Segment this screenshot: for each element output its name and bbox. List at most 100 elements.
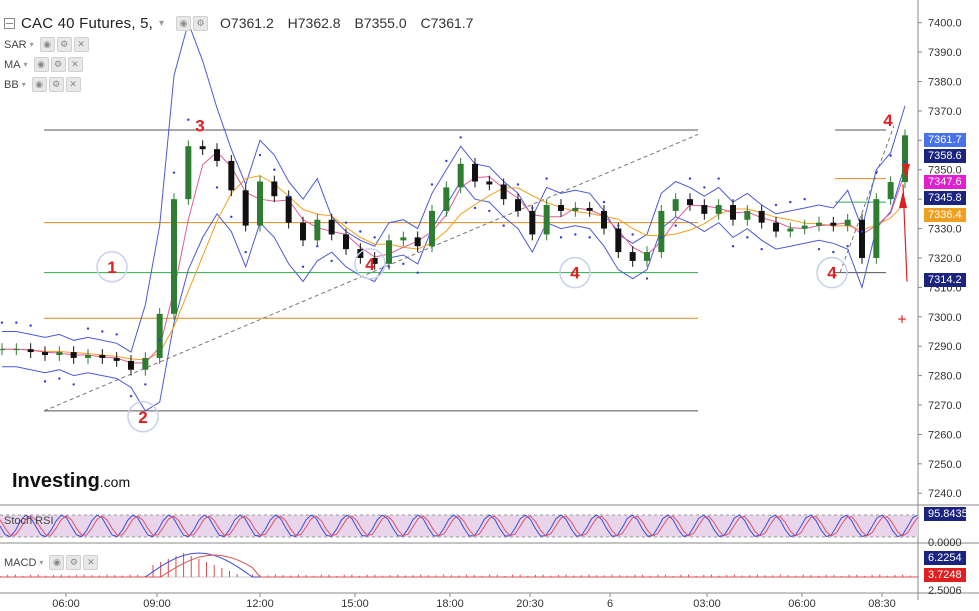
investing-logo: Investing.com [12, 470, 131, 492]
candle-body [816, 222, 822, 226]
close-icon[interactable]: ✕ [83, 555, 99, 570]
sar-dot [559, 236, 563, 239]
eye-icon[interactable]: ◉ [176, 15, 192, 31]
candle-body [529, 210, 536, 235]
chevron-down-icon[interactable]: ▾ [23, 60, 28, 69]
candle-body [199, 146, 206, 150]
chevron-down-icon[interactable]: ▾ [159, 17, 165, 29]
close-icon[interactable]: ✕ [73, 37, 89, 52]
candle-body [658, 210, 665, 253]
y-tick-label: 7400.0 [928, 18, 962, 30]
candle-body [400, 237, 407, 241]
sar-dot [187, 118, 190, 121]
eye-icon[interactable]: ◉ [49, 555, 65, 570]
sar-dot [387, 265, 391, 268]
sar-dot [860, 230, 864, 233]
sar-dot [273, 168, 276, 171]
candle-body [844, 219, 851, 226]
sar-dot [903, 160, 907, 164]
candle-body [830, 222, 837, 226]
x-tick-label: 08:30 [868, 598, 896, 610]
indicator-row-bb[interactable]: BB ▾ ◉ ⚙ ✕ [4, 77, 81, 92]
eye-icon[interactable]: ◉ [33, 57, 49, 72]
candle-body [257, 181, 263, 226]
candle-body [271, 181, 278, 197]
stoch-d-line [0, 515, 919, 537]
sar-dot [445, 159, 448, 163]
ma-slow-line [2, 175, 906, 361]
gear-icon[interactable]: ⚙ [66, 555, 82, 570]
candle-body [543, 205, 550, 235]
sar-dot [645, 277, 649, 280]
indicator-label: BB [4, 78, 19, 91]
candle-body [185, 146, 192, 200]
x-tick-label: 12:00 [246, 598, 274, 610]
sar-dot [72, 383, 75, 386]
sar-dot [473, 206, 477, 210]
macd-signal-tag: 3.7248 [924, 568, 966, 582]
candle-body [687, 199, 693, 206]
candle-body [429, 210, 435, 247]
candle-body [13, 349, 20, 351]
bollinger-lower [2, 164, 906, 412]
sar-dot [459, 136, 462, 139]
gear-icon[interactable]: ⚙ [50, 57, 66, 72]
sar-dot [731, 245, 735, 248]
candle-body [515, 199, 521, 211]
y-tick-label: 7260.0 [928, 429, 962, 441]
stoch-value-tag: 95.8435 [924, 507, 968, 521]
gear-icon[interactable]: ⚙ [56, 37, 72, 52]
sar-dot [631, 233, 634, 236]
candle-body [85, 355, 91, 358]
indicator-label: SAR [4, 38, 27, 51]
x-tick-label: 06:00 [788, 598, 816, 610]
annotation-circle [354, 248, 386, 280]
sar-dot [129, 394, 133, 398]
sar-dot [516, 183, 520, 186]
y-tick-label: 7280.0 [928, 371, 962, 383]
macd-signal-line [0, 554, 918, 578]
annotation-label: 4 [570, 264, 580, 283]
chart-header: CAC 40 Futures, 5, ▾ ◉ ⚙ O7361.2 H7362.8… [4, 12, 483, 34]
indicator-row-sar[interactable]: SAR ▾ ◉ ⚙ ✕ [4, 37, 89, 52]
candle-body [142, 357, 149, 370]
candle-body [343, 234, 349, 250]
price-tag-last: 7361.7 [924, 133, 966, 147]
trend-line [839, 125, 895, 273]
chevron-down-icon[interactable]: ▾ [29, 40, 34, 49]
candle-body [758, 210, 765, 223]
close-icon[interactable]: ✕ [65, 77, 81, 92]
gear-icon[interactable]: ⚙ [193, 15, 209, 31]
macd-value-tag: 6.2254 [924, 551, 966, 565]
annotation-label: 4 [827, 264, 837, 283]
sar-dot [875, 171, 878, 174]
eye-icon[interactable]: ◉ [31, 77, 47, 92]
indicator-row-ma[interactable]: MA ▾ ◉ ⚙ ✕ [4, 57, 83, 72]
sar-dot [416, 271, 419, 274]
annotation-label: 1 [107, 258, 116, 277]
x-tick-label: 06:00 [52, 598, 80, 610]
sar-dot [144, 383, 147, 386]
x-tick-label: 18:00 [436, 598, 464, 610]
low-value: B7355.0 [354, 15, 407, 31]
candle-body [70, 352, 77, 358]
close-icon[interactable]: ✕ [67, 57, 83, 72]
collapse-icon[interactable] [4, 17, 15, 29]
instrument-title: CAC 40 Futures, 5, [21, 14, 153, 32]
close-value: C7361.7 [420, 15, 474, 31]
high-value: H7362.8 [287, 15, 341, 31]
sar-dot [746, 236, 749, 239]
open-value: O7361.2 [220, 15, 274, 31]
macd-label[interactable]: MACD ▾ ◉ ⚙ ✕ [4, 555, 99, 570]
stoch-rsi-label[interactable]: Stoch RSI [4, 515, 54, 527]
chevron-down-icon[interactable]: ▾ [39, 558, 44, 567]
y-tick-label: 7350.0 [928, 165, 962, 177]
chevron-down-icon[interactable]: ▾ [21, 80, 26, 89]
candle-body [242, 190, 249, 226]
eye-icon[interactable]: ◉ [39, 37, 55, 52]
macd-low-tag: 2.5006 [928, 585, 962, 597]
sar-dot [703, 186, 706, 189]
gear-icon[interactable]: ⚙ [48, 77, 64, 92]
candle-body [629, 252, 636, 261]
